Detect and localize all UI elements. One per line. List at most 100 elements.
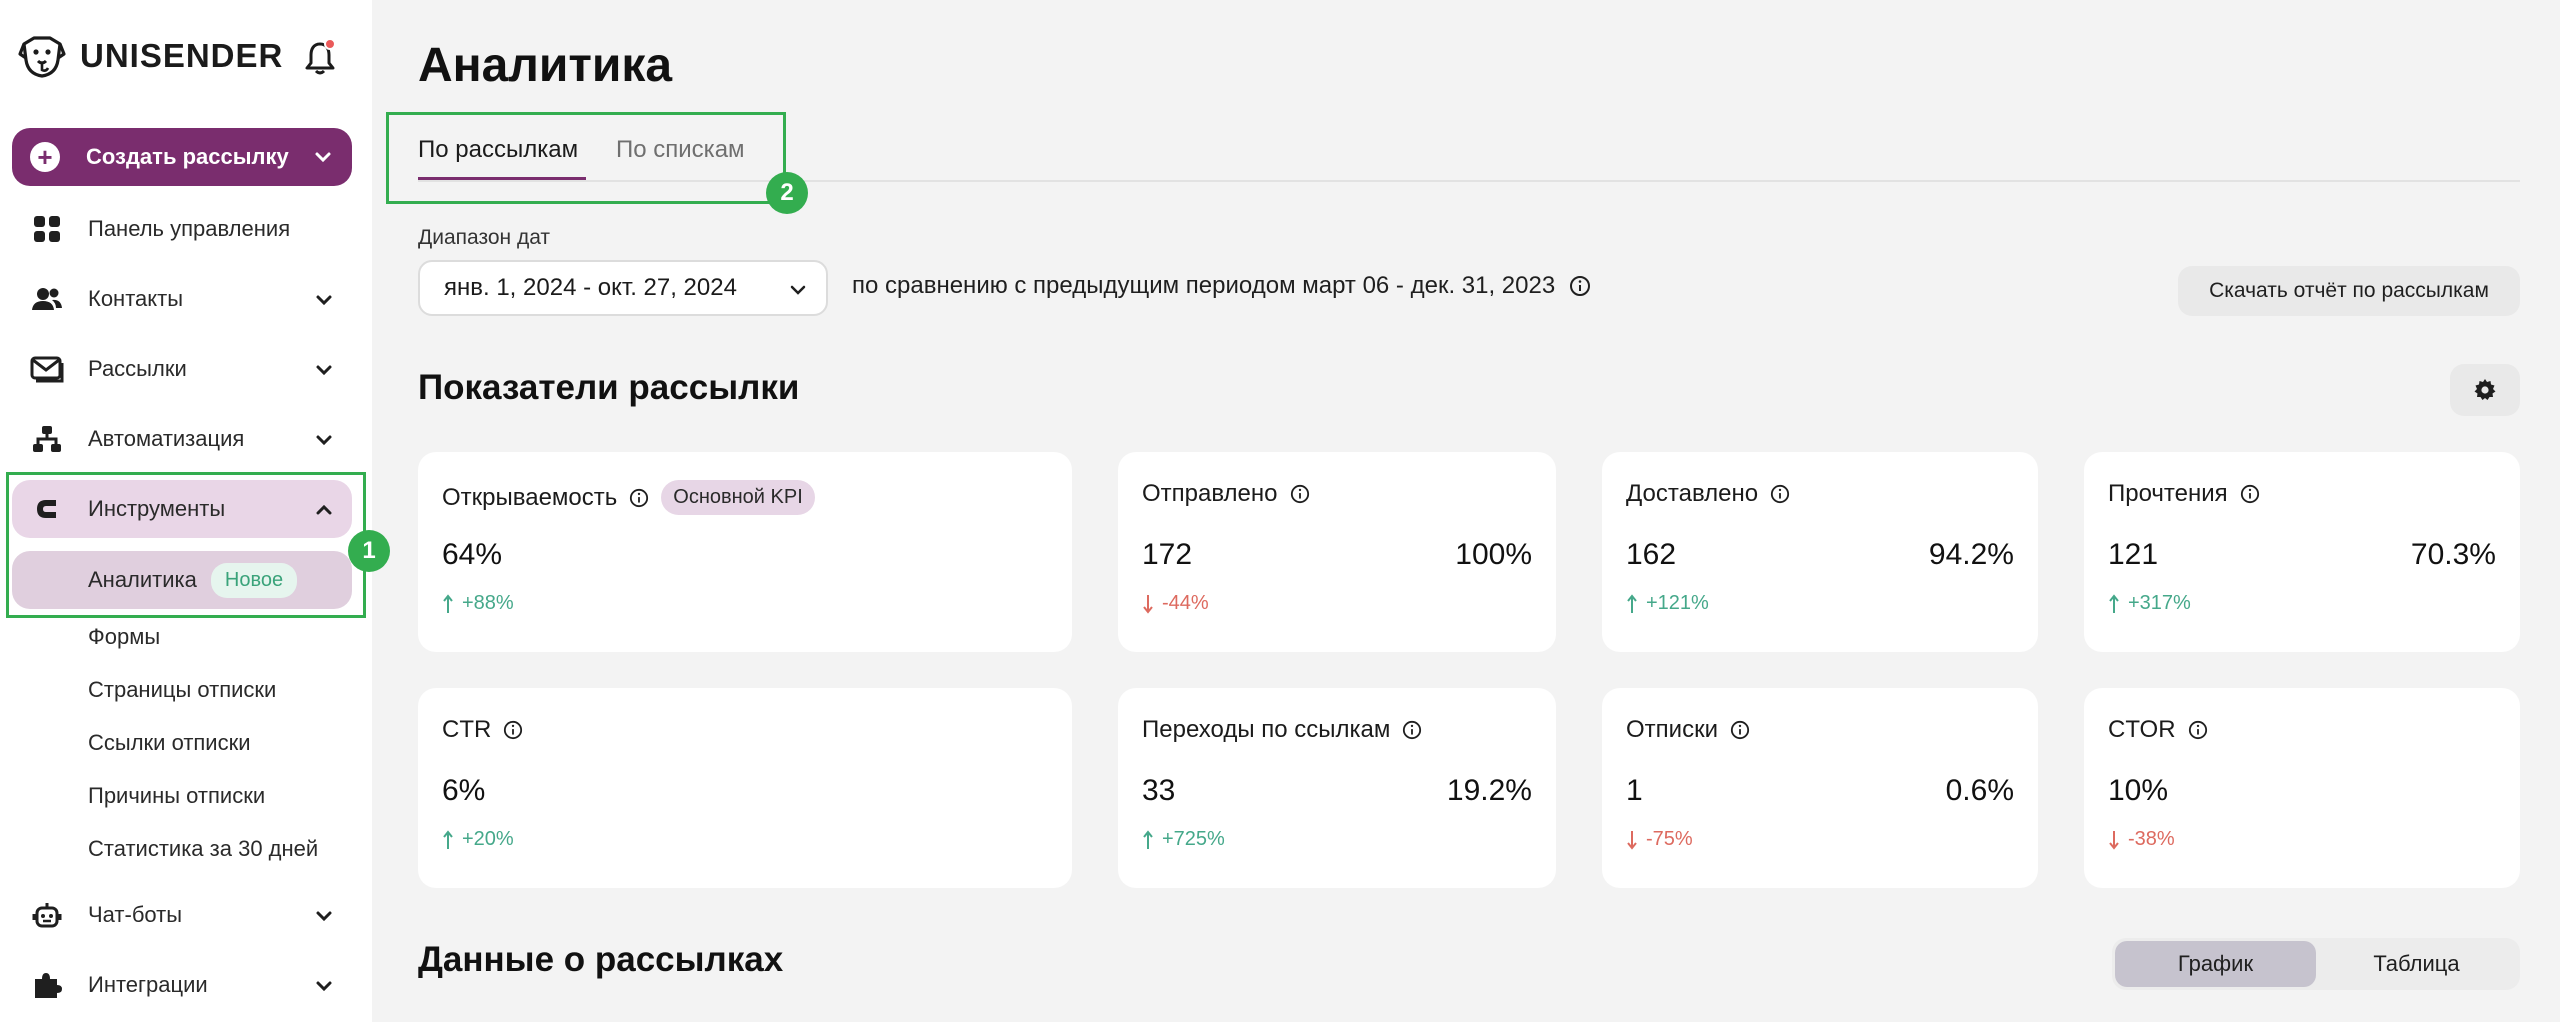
plus-icon: + — [30, 142, 60, 172]
metric-percent: 70.3% — [2410, 538, 2496, 571]
sidebar-item-campaigns[interactable]: Рассылки — [12, 340, 352, 398]
info-icon[interactable] — [2240, 484, 2260, 504]
sidebar-subitem-unsubscribe-links[interactable]: Ссылки отписки — [88, 730, 251, 755]
create-campaign-button[interactable]: + Создать рассылку — [12, 128, 352, 186]
annotation-box-tabs — [386, 112, 786, 204]
date-range-select[interactable]: янв. 1, 2024 - окт. 27, 2024 — [418, 260, 828, 316]
dog-logo-icon — [18, 36, 66, 78]
info-icon[interactable] — [1730, 720, 1750, 740]
metric-title: CTR — [442, 716, 492, 743]
metric-delta: -44% — [1142, 592, 1209, 615]
sidebar-item-label: Автоматизация — [88, 426, 245, 451]
sidebar-item-label: Чат-боты — [88, 902, 183, 927]
new-badge: Новое — [210, 562, 298, 598]
chevron-down-icon — [316, 365, 332, 376]
metric-value: 33 — [1142, 774, 1176, 807]
sidebar-subitem-analytics[interactable]: Аналитика Новое — [12, 551, 352, 609]
metric-card: CTOR 10% -38% — [2084, 688, 2520, 888]
sidebar-item-automation[interactable]: Автоматизация — [12, 410, 352, 468]
logo[interactable]: UNISENDER — [16, 30, 283, 82]
metric-value: 1 — [1626, 774, 1643, 807]
sidebar: UNISENDER + Создать рассылку Панель упра… — [0, 0, 390, 1022]
metric-title-row: Открываемость Основной KPI — [442, 480, 815, 515]
sidebar-item-contacts[interactable]: Контакты — [12, 270, 352, 328]
metric-delta: -75% — [1626, 828, 1693, 851]
metric-card: Доставлено 162 94.2% +121% — [1602, 452, 2038, 652]
metric-delta: +88% — [442, 592, 514, 615]
notification-dot — [324, 38, 336, 50]
metric-title-row: Доставлено — [1626, 480, 1790, 508]
sidebar-subitem-forms[interactable]: Формы — [88, 624, 161, 649]
sidebar-subitem-unsubscribe-reasons[interactable]: Причины отписки — [88, 783, 266, 808]
chevron-down-icon — [790, 285, 806, 295]
metric-title: Отправлено — [1142, 480, 1278, 507]
arrow-down-icon — [1143, 594, 1153, 614]
metric-delta: +317% — [2108, 592, 2191, 615]
metric-percent: 100% — [1455, 538, 1532, 571]
sidebar-subitem-stats-30-days[interactable]: Статистика за 30 дней — [88, 836, 319, 861]
chevron-down-icon — [316, 435, 332, 446]
annotation-marker-1: 1 — [348, 530, 390, 572]
annotation-marker-2: 2 — [766, 172, 808, 214]
metric-title-row: CTR — [442, 716, 523, 744]
data-section-title: Данные о рассылках — [418, 940, 784, 979]
tab-by-lists[interactable]: По спискам — [616, 136, 745, 163]
metric-title: Доставлено — [1626, 480, 1759, 507]
sidebar-item-label: Панель управления — [88, 216, 291, 241]
metric-delta: -38% — [2108, 828, 2175, 851]
sidebar-item-chatbots[interactable]: Чат-боты — [12, 886, 352, 944]
sidebar-item-tools[interactable]: Инструменты — [12, 480, 352, 538]
info-icon[interactable] — [1402, 720, 1422, 740]
view-chart-button[interactable]: График — [2115, 941, 2316, 987]
metric-percent: 0.6% — [1945, 774, 2014, 807]
metric-title: Прочтения — [2108, 480, 2228, 507]
metric-delta-value: +121% — [1646, 592, 1709, 614]
info-icon[interactable] — [1770, 484, 1790, 504]
arrow-up-icon — [443, 593, 453, 613]
sidebar-item-dashboard[interactable]: Панель управления — [12, 200, 352, 258]
sidebar-item-label: Интеграции — [88, 972, 208, 997]
metric-delta: +725% — [1142, 828, 1225, 851]
metric-delta-value: +317% — [2128, 592, 2191, 614]
annotation-box-tools — [6, 472, 366, 618]
chevron-down-icon — [315, 152, 331, 163]
view-table-button[interactable]: Таблица — [2373, 951, 2460, 976]
metric-delta-value: -75% — [1646, 828, 1693, 850]
metric-card: Отправлено 172 100% -44% — [1118, 452, 1556, 652]
arrow-up-icon — [1143, 829, 1153, 849]
settings-button[interactable] — [2450, 364, 2520, 416]
page-title: Аналитика — [418, 39, 673, 92]
metric-card: CTR 6% +20% — [418, 688, 1072, 888]
gear-icon — [2474, 379, 2496, 400]
metrics-section-title: Показатели рассылки — [418, 368, 800, 407]
sidebar-subitem-label: Аналитика — [88, 567, 197, 592]
metric-title: Переходы по ссылкам — [1142, 716, 1391, 743]
chevron-down-icon — [316, 295, 332, 306]
metric-title: CTOR — [2108, 716, 2176, 743]
metric-value: 64% — [442, 538, 503, 571]
info-icon[interactable] — [629, 488, 649, 508]
info-icon[interactable] — [2188, 720, 2208, 740]
download-report-button[interactable]: Скачать отчёт по рассылкам — [2178, 266, 2520, 316]
grid-icon — [30, 212, 64, 246]
metric-delta-value: +20% — [462, 828, 514, 850]
info-icon[interactable] — [1569, 275, 1591, 297]
metric-card: Открываемость Основной KPI 64% +88% — [418, 452, 1072, 652]
tab-by-campaigns[interactable]: По рассылкам — [418, 136, 579, 163]
puzzle-icon — [30, 968, 64, 1002]
info-icon[interactable] — [1290, 484, 1310, 504]
metric-value: 162 — [1626, 538, 1677, 571]
metric-delta: +121% — [1626, 592, 1709, 615]
chevron-up-icon — [316, 504, 332, 515]
arrow-down-icon — [2109, 830, 2119, 850]
sidebar-item-label: Контакты — [88, 286, 184, 311]
metric-card: Переходы по ссылкам 33 19.2% +725% — [1118, 688, 1556, 888]
metric-value: 6% — [442, 774, 486, 807]
chevron-down-icon — [316, 981, 332, 992]
sidebar-subitem-unsubscribe-pages[interactable]: Страницы отписки — [88, 677, 277, 702]
comparison-text: по сравнению с предыдущим периодом март … — [852, 272, 1556, 299]
info-icon[interactable] — [503, 720, 523, 740]
metric-title-row: Отписки — [1626, 716, 1750, 744]
metric-card: Прочтения 121 70.3% +317% — [2084, 452, 2520, 652]
sidebar-item-integrations[interactable]: Интеграции — [12, 956, 352, 1014]
